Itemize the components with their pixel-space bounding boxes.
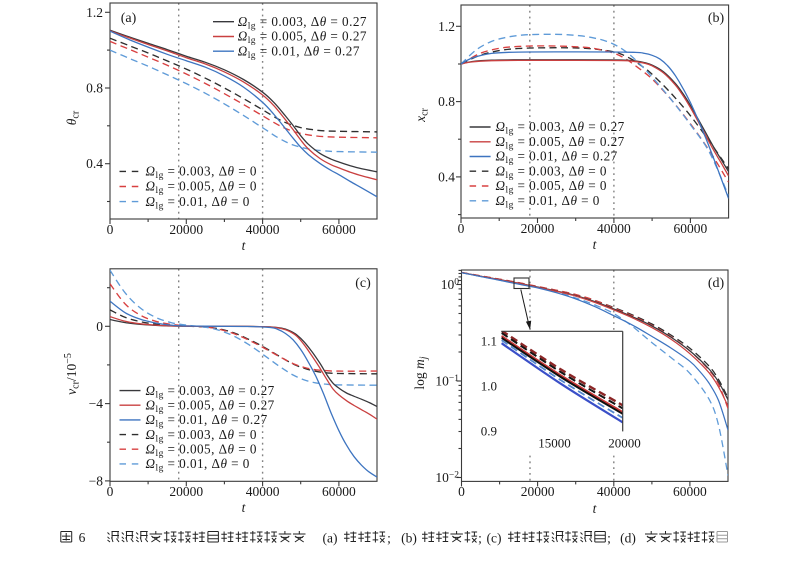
- svg-text:log mj: log mj: [412, 356, 430, 389]
- svg-text:Ωlg = 0.003, Δθ = 0.27: Ωlg = 0.003, Δθ = 0.27: [238, 14, 367, 32]
- svg-text:Ωlg = 0.01, Δθ = 0: Ωlg = 0.01, Δθ = 0: [146, 456, 250, 474]
- svg-text:;: ;: [478, 531, 482, 546]
- svg-text:Ωlg = 0.005, Δθ = 0.27: Ωlg = 0.005, Δθ = 0.27: [238, 29, 367, 47]
- svg-text:Ωlg = 0.003, Δθ = 0.27: Ωlg = 0.003, Δθ = 0.27: [496, 119, 625, 137]
- svg-text:−4: −4: [89, 396, 104, 411]
- svg-text:(b): (b): [401, 531, 417, 546]
- svg-text:Ωlg = 0.005, Δθ = 0: Ωlg = 0.005, Δθ = 0: [146, 441, 257, 459]
- svg-text:Ωlg = 0.005, Δθ = 0: Ωlg = 0.005, Δθ = 0: [496, 178, 607, 196]
- svg-text:20000: 20000: [521, 221, 555, 236]
- svg-text:xcr: xcr: [413, 107, 431, 122]
- svg-text:1.0: 1.0: [481, 379, 497, 394]
- svg-text:t: t: [593, 237, 598, 252]
- svg-text:Ωlg = 0.005, Δθ = 0.27: Ωlg = 0.005, Δθ = 0.27: [146, 397, 275, 415]
- svg-text:40000: 40000: [246, 222, 280, 237]
- svg-text:Ωlg = 0.003, Δθ = 0: Ωlg = 0.003, Δθ = 0: [146, 427, 257, 445]
- svg-text:40000: 40000: [597, 221, 631, 236]
- svg-text:(b): (b): [708, 11, 725, 26]
- svg-text:;: ;: [387, 531, 391, 546]
- svg-text:60000: 60000: [322, 484, 356, 499]
- svg-text:Ωlg = 0.003, Δθ = 0: Ωlg = 0.003, Δθ = 0: [146, 164, 257, 182]
- svg-text:60000: 60000: [673, 484, 707, 499]
- svg-text:20000: 20000: [169, 484, 203, 499]
- svg-text:Ωlg = 0.005, Δθ = 0.27: Ωlg = 0.005, Δθ = 0.27: [496, 134, 625, 152]
- svg-text:t: t: [593, 501, 598, 516]
- svg-text:0.8: 0.8: [86, 81, 103, 96]
- svg-text:6: 6: [79, 530, 86, 545]
- svg-text:1.2: 1.2: [438, 19, 455, 34]
- svg-text:Ωlg = 0.01, Δθ = 0: Ωlg = 0.01, Δθ = 0: [496, 193, 600, 211]
- svg-text:Ωlg = 0.01, Δθ = 0.27: Ωlg = 0.01, Δθ = 0.27: [146, 412, 268, 430]
- svg-text:60000: 60000: [674, 221, 708, 236]
- svg-text:0: 0: [107, 222, 114, 237]
- svg-text:20000: 20000: [608, 436, 641, 451]
- svg-text:15000: 15000: [538, 436, 571, 451]
- svg-text:0.8: 0.8: [438, 94, 455, 109]
- svg-text:t: t: [242, 238, 247, 253]
- svg-text:(d): (d): [620, 531, 636, 546]
- svg-text:1.1: 1.1: [481, 334, 497, 349]
- svg-text:(c): (c): [487, 531, 502, 546]
- svg-text:Ωlg = 0.003, Δθ = 0: Ωlg = 0.003, Δθ = 0: [496, 163, 607, 181]
- svg-text:0.4: 0.4: [86, 156, 103, 171]
- svg-text:Ωlg = 0.01, Δθ = 0: Ωlg = 0.01, Δθ = 0: [146, 194, 250, 212]
- svg-text:Ωlg = 0.01, Δθ = 0.27: Ωlg = 0.01, Δθ = 0.27: [238, 43, 360, 61]
- svg-text:Ωlg = 0.01, Δθ = 0.27: Ωlg = 0.01, Δθ = 0.27: [496, 149, 618, 167]
- svg-text:0: 0: [107, 484, 114, 499]
- svg-text:−8: −8: [89, 473, 104, 488]
- svg-text:0: 0: [458, 484, 465, 499]
- svg-text:θcr: θcr: [64, 110, 82, 125]
- svg-text:Ωlg = 0.005, Δθ = 0: Ωlg = 0.005, Δθ = 0: [146, 179, 257, 197]
- svg-text:(a): (a): [323, 531, 338, 546]
- svg-text:;: ;: [607, 531, 611, 546]
- svg-text:t: t: [242, 500, 247, 515]
- svg-text:40000: 40000: [246, 484, 280, 499]
- svg-text:vcr/10−5: vcr/10−5: [63, 353, 82, 395]
- svg-text:(a): (a): [121, 11, 137, 26]
- svg-text:Ωlg = 0.003, Δθ = 0.27: Ωlg = 0.003, Δθ = 0.27: [146, 383, 275, 401]
- svg-text:40000: 40000: [597, 484, 631, 499]
- svg-text:0.4: 0.4: [438, 169, 455, 184]
- svg-text:0: 0: [96, 319, 103, 334]
- svg-text:0.9: 0.9: [481, 424, 497, 439]
- svg-text:20000: 20000: [169, 222, 203, 237]
- svg-text:(d): (d): [708, 276, 725, 291]
- svg-text:(c): (c): [355, 276, 371, 291]
- svg-text:60000: 60000: [322, 222, 356, 237]
- svg-text:20000: 20000: [521, 484, 555, 499]
- svg-text:0: 0: [458, 221, 465, 236]
- svg-text:1.2: 1.2: [86, 5, 103, 20]
